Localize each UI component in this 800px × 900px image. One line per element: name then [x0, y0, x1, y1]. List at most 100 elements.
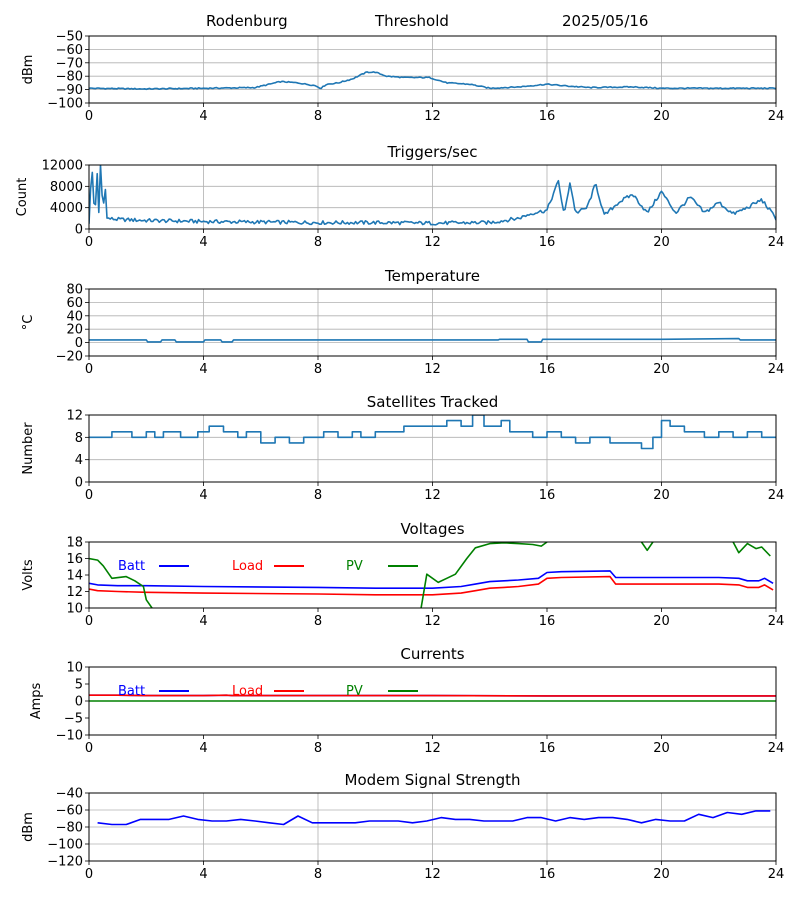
series-line	[89, 165, 776, 226]
x-tick-label: 20	[653, 362, 670, 377]
x-tick-label: 0	[85, 488, 93, 503]
y-axis-label: Count	[15, 178, 30, 217]
x-tick-label: 16	[539, 741, 556, 756]
plot-area-0	[89, 71, 776, 91]
y-tick-label: 0	[75, 336, 83, 351]
header-mode: Threshold	[375, 12, 449, 30]
y-tick-label: 10	[66, 661, 83, 676]
y-axis-label: Number	[21, 422, 36, 475]
y-tick-label: 0	[75, 476, 83, 491]
y-tick-label: 12000	[42, 159, 83, 174]
y-tick-label: 4000	[50, 201, 83, 216]
x-tick-label: 12	[424, 362, 441, 377]
y-tick-label: −60	[56, 804, 83, 819]
x-tick-label: 12	[424, 741, 441, 756]
x-tick-label: 0	[85, 362, 93, 377]
x-tick-label: 12	[424, 235, 441, 250]
series-line	[97, 810, 771, 826]
y-tick-label: −80	[56, 821, 83, 836]
y-axis-label: dBm	[21, 55, 36, 85]
panel-title: Modem Signal Strength	[345, 771, 521, 789]
x-tick-label: 20	[653, 867, 670, 882]
series-line-batt	[89, 570, 774, 590]
y-tick-label: −10	[56, 729, 83, 744]
x-tick-label: 0	[85, 741, 93, 756]
panel-0	[85, 35, 777, 107]
legend-label-pv: PV	[346, 559, 363, 574]
x-tick-label: 4	[199, 362, 207, 377]
x-tick-label: 8	[314, 109, 322, 124]
x-tick-label: 16	[539, 109, 556, 124]
y-tick-label: −50	[56, 30, 83, 45]
x-tick-label: 0	[85, 235, 93, 250]
x-tick-label: 12	[424, 867, 441, 882]
x-tick-label: 20	[653, 741, 670, 756]
x-tick-label: 20	[653, 488, 670, 503]
x-tick-label: 24	[768, 614, 785, 629]
x-tick-label: 0	[85, 109, 93, 124]
y-tick-label: −100	[47, 97, 83, 112]
panel-2	[85, 288, 777, 360]
y-tick-label: 4	[75, 453, 83, 468]
y-tick-label: −120	[47, 855, 83, 870]
series-line-load	[89, 575, 774, 596]
legend-label-load: Load	[232, 559, 263, 574]
panel-4	[85, 541, 777, 612]
y-tick-label: −100	[47, 838, 83, 853]
series-line-pv	[640, 542, 654, 552]
y-tick-label: 16	[66, 552, 83, 567]
x-tick-label: 4	[199, 488, 207, 503]
x-tick-label: 0	[85, 614, 93, 629]
y-axis-label: °C	[21, 315, 36, 331]
x-tick-label: 8	[314, 362, 322, 377]
x-tick-label: 4	[199, 614, 207, 629]
x-tick-label: 12	[424, 614, 441, 629]
y-tick-label: −60	[56, 43, 83, 58]
x-tick-label: 20	[653, 614, 670, 629]
legend-label-batt: Batt	[118, 684, 145, 699]
y-axis-label: dBm	[21, 812, 36, 842]
x-tick-label: 8	[314, 614, 322, 629]
plot-area-2	[89, 337, 776, 343]
header-station: Rodenburg	[206, 12, 288, 30]
y-tick-label: 14	[66, 569, 83, 584]
panel-title: Voltages	[400, 520, 464, 538]
plot-area-4	[89, 542, 774, 608]
panel-6	[85, 792, 777, 865]
x-tick-label: 16	[539, 614, 556, 629]
x-tick-label: 24	[768, 235, 785, 250]
header-date: 2025/05/16	[562, 12, 649, 30]
panel-title: Triggers/sec	[387, 143, 478, 161]
legend-label-batt: Batt	[118, 559, 145, 574]
panel-3	[85, 414, 777, 486]
x-tick-label: 8	[314, 741, 322, 756]
y-axis-label: Amps	[29, 682, 44, 719]
panel-title: Currents	[400, 645, 464, 663]
axes-frame	[88, 541, 777, 609]
plot-area-3	[89, 415, 776, 450]
panel-5	[85, 666, 777, 739]
x-tick-label: 24	[768, 741, 785, 756]
x-tick-label: 16	[539, 362, 556, 377]
plot-area-1	[89, 165, 776, 226]
plot-area-5	[89, 694, 776, 702]
x-tick-label: 24	[768, 362, 785, 377]
legend-label-pv: PV	[346, 684, 363, 699]
plot-area-6	[97, 810, 771, 826]
series-line	[89, 337, 776, 343]
x-tick-label: 16	[539, 867, 556, 882]
y-tick-label: 20	[66, 323, 83, 338]
x-tick-label: 4	[199, 867, 207, 882]
series-line	[89, 71, 776, 91]
y-tick-label: 12	[66, 585, 83, 600]
y-tick-label: 8000	[50, 180, 83, 195]
y-tick-label: 8	[75, 431, 83, 446]
legend-label-load: Load	[232, 684, 263, 699]
y-tick-label: −5	[64, 712, 83, 727]
x-tick-label: 4	[199, 109, 207, 124]
x-tick-label: 4	[199, 235, 207, 250]
x-tick-label: 24	[768, 109, 785, 124]
x-tick-label: 16	[539, 235, 556, 250]
